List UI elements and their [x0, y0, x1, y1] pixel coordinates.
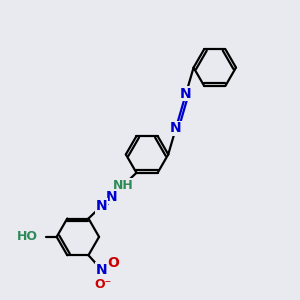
Text: N: N: [106, 190, 117, 204]
Text: O⁻: O⁻: [94, 278, 112, 291]
Text: N: N: [96, 263, 107, 277]
Text: HO: HO: [16, 230, 38, 243]
Text: N: N: [180, 87, 192, 100]
Text: O: O: [108, 256, 119, 270]
Text: N: N: [96, 199, 107, 213]
Text: NH: NH: [113, 178, 134, 192]
Text: N: N: [170, 122, 182, 135]
